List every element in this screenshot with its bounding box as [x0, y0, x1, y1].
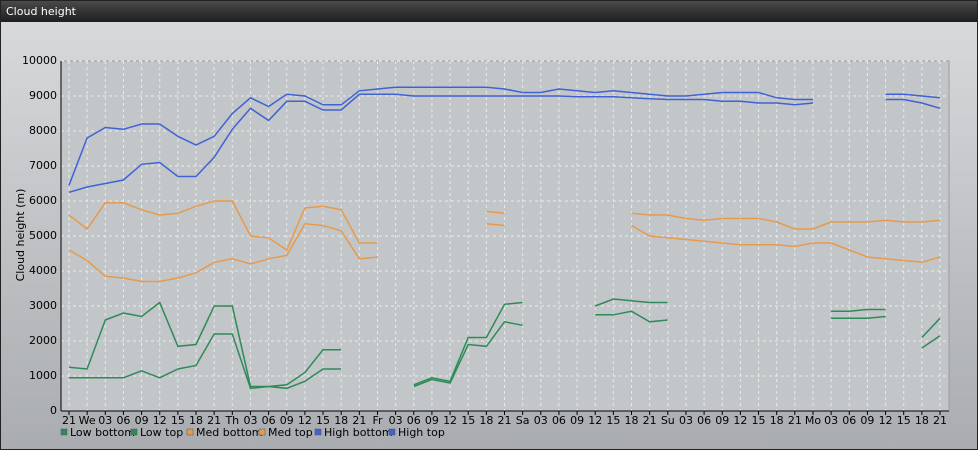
x-tick-label: 21	[352, 414, 366, 427]
legend-swatch	[388, 428, 396, 436]
x-tick-label: 09	[860, 414, 874, 427]
x-tick-label: 09	[425, 414, 439, 427]
x-tick-label: 21	[62, 414, 76, 427]
x-tick-label: Su	[661, 414, 675, 427]
x-tick-label: Fr	[372, 414, 383, 427]
x-tick-label: 21	[933, 414, 947, 427]
x-tick-label: 21	[498, 414, 512, 427]
x-tick-label: 15	[897, 414, 911, 427]
legend-swatch	[314, 428, 322, 436]
y-tick-label: 10000	[22, 54, 57, 67]
x-tick-label: 18	[915, 414, 929, 427]
x-tick-label: 21	[788, 414, 802, 427]
x-tick-label: 15	[316, 414, 330, 427]
x-tick-label: 03	[679, 414, 693, 427]
y-tick-label: 0	[50, 404, 57, 417]
series-line	[68, 200, 941, 252]
y-tick-label: 4000	[29, 264, 57, 277]
x-tick-label: 12	[733, 414, 747, 427]
x-tick-label: 12	[298, 414, 312, 427]
legend-swatch	[130, 428, 138, 436]
x-tick-label: Sa	[516, 414, 530, 427]
x-tick-label: 12	[153, 414, 167, 427]
series-line	[68, 86, 941, 186]
x-tick-label: 12	[588, 414, 602, 427]
series-line	[68, 223, 941, 283]
y-axis-title: Cloud height (m)	[14, 189, 27, 282]
legend-label: Med bottom	[196, 426, 263, 439]
series-line	[68, 93, 941, 194]
x-tick-label: We	[79, 414, 96, 427]
x-tick-label: 21	[643, 414, 657, 427]
series-line	[68, 298, 941, 388]
y-tick-label: 9000	[29, 89, 57, 102]
x-tick-label: 06	[262, 414, 276, 427]
x-tick-label: 21	[207, 414, 221, 427]
x-tick-label: 09	[570, 414, 584, 427]
x-tick-label: 15	[461, 414, 475, 427]
x-tick-label: 18	[479, 414, 493, 427]
legend-label: Med top	[268, 426, 313, 439]
x-tick-label: Mo	[805, 414, 821, 427]
x-tick-label: 03	[389, 414, 403, 427]
x-tick-label: 12	[443, 414, 457, 427]
legend-label: High bottom	[324, 426, 393, 439]
x-tick-label: 18	[770, 414, 784, 427]
x-tick-label: 03	[243, 414, 257, 427]
x-tick-label: 09	[280, 414, 294, 427]
x-tick-label: 06	[552, 414, 566, 427]
x-tick-label: 12	[879, 414, 893, 427]
x-tick-label: 18	[625, 414, 639, 427]
x-tick-label: 15	[606, 414, 620, 427]
legend-swatch	[258, 428, 266, 436]
series-line	[69, 310, 941, 390]
x-tick-label: 03	[98, 414, 112, 427]
x-tick-label: 09	[135, 414, 149, 427]
legend-label: Low bottom	[70, 426, 135, 439]
x-tick-label: 18	[334, 414, 348, 427]
x-tick-label: 15	[752, 414, 766, 427]
x-tick-label: 06	[842, 414, 856, 427]
y-tick-label: 5000	[29, 229, 57, 242]
panel-title: Cloud height	[1, 1, 977, 22]
x-tick-label: 06	[407, 414, 421, 427]
x-tick-label: 18	[189, 414, 203, 427]
legend-label: High top	[398, 426, 445, 439]
y-tick-label: 2000	[29, 334, 57, 347]
chart: Cloud height (m) 0 1000 2000 3000 4000 5000 60…	[14, 54, 950, 439]
x-tick-label: 03	[534, 414, 548, 427]
y-tick-label: 6000	[29, 194, 57, 207]
legend-swatch	[186, 428, 194, 436]
x-tick-label: 03	[824, 414, 838, 427]
y-tick-label: 3000	[29, 299, 57, 312]
y-tick-label: 1000	[29, 369, 57, 382]
y-tick-label: 7000	[29, 159, 57, 172]
x-tick-label: Th	[224, 414, 239, 427]
x-tick-label: 06	[116, 414, 130, 427]
legend-label: Low top	[140, 426, 183, 439]
y-tick-label: 8000	[29, 124, 57, 137]
x-tick-label: 09	[715, 414, 729, 427]
x-tick-label: 06	[697, 414, 711, 427]
x-tick-label: 15	[171, 414, 185, 427]
legend-swatch	[60, 428, 68, 436]
